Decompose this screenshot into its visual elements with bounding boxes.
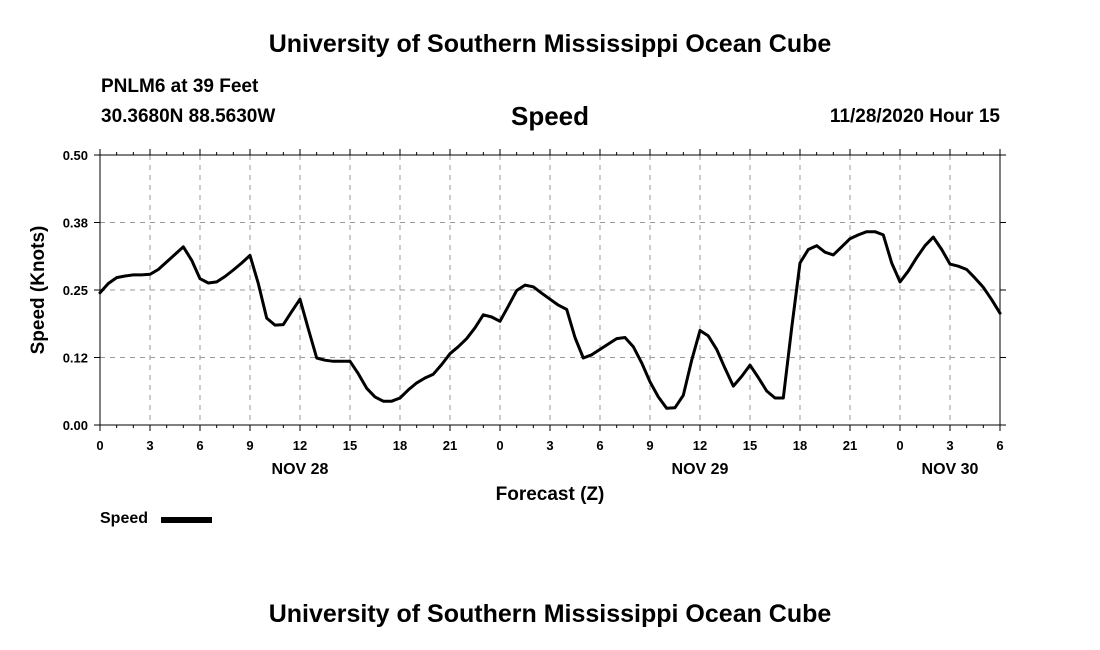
date-label: NOV 29 (672, 461, 729, 478)
x-tick-label: 3 (146, 438, 153, 453)
x-tick-label: 18 (393, 438, 407, 453)
y-tick-label: 0.50 (63, 148, 88, 163)
x-tick-label: 21 (843, 438, 857, 453)
y-axis-label: Speed (Knots) (28, 226, 49, 355)
y-tick-label: 0.12 (63, 351, 88, 366)
datetime-label: 11/28/2020 Hour 15 (829, 106, 1000, 127)
grid-lines (100, 155, 1000, 425)
plot-frame (99, 154, 1001, 426)
x-tick-label: 3 (546, 438, 553, 453)
x-tick-label: 18 (793, 438, 807, 453)
x-tick-label: 9 (246, 438, 253, 453)
legend-swatch (161, 517, 212, 523)
x-tick-label: 15 (343, 438, 357, 453)
y-tick-label: 0.38 (63, 216, 88, 231)
x-tick-label: 12 (693, 438, 707, 453)
y-tick-label: 0.25 (63, 283, 88, 298)
x-tick-label: 6 (596, 438, 603, 453)
x-tick-label: 15 (743, 438, 757, 453)
x-tick-label: 12 (293, 438, 307, 453)
x-axis-label: Forecast (Z) (496, 484, 605, 505)
axes: 0.00 0.12 0.25 0.38 0.50 0 3 6 9 12 15 18 21 0 3 6 9 12 15… (63, 148, 1006, 478)
date-label: NOV 28 (272, 461, 329, 478)
station-label: PNLM6 at 39 Feet (101, 76, 259, 97)
x-tick-label: 0 (496, 438, 503, 453)
x-tick-label: 0 (896, 438, 903, 453)
x-tick-label: 6 (196, 438, 203, 453)
x-tick-label: 3 (946, 438, 953, 453)
legend-label: Speed (100, 510, 149, 527)
series-line-speed (98, 230, 1002, 410)
top-title: University of Southern Mississippi Ocean… (268, 30, 832, 58)
x-tick-label: 6 (996, 438, 1003, 453)
x-tick-label: 0 (96, 438, 103, 453)
x-tick-label: 9 (646, 438, 653, 453)
y-tick-label: 0.00 (63, 418, 88, 433)
chart-title: Speed (510, 101, 590, 131)
coordinates-label: 30.3680N 88.5630W (101, 106, 276, 127)
series-layer (98, 230, 1002, 410)
date-label: NOV 30 (922, 461, 979, 478)
bottom-title: University of Southern Mississippi Ocean… (268, 600, 832, 628)
x-tick-label: 21 (443, 438, 457, 453)
